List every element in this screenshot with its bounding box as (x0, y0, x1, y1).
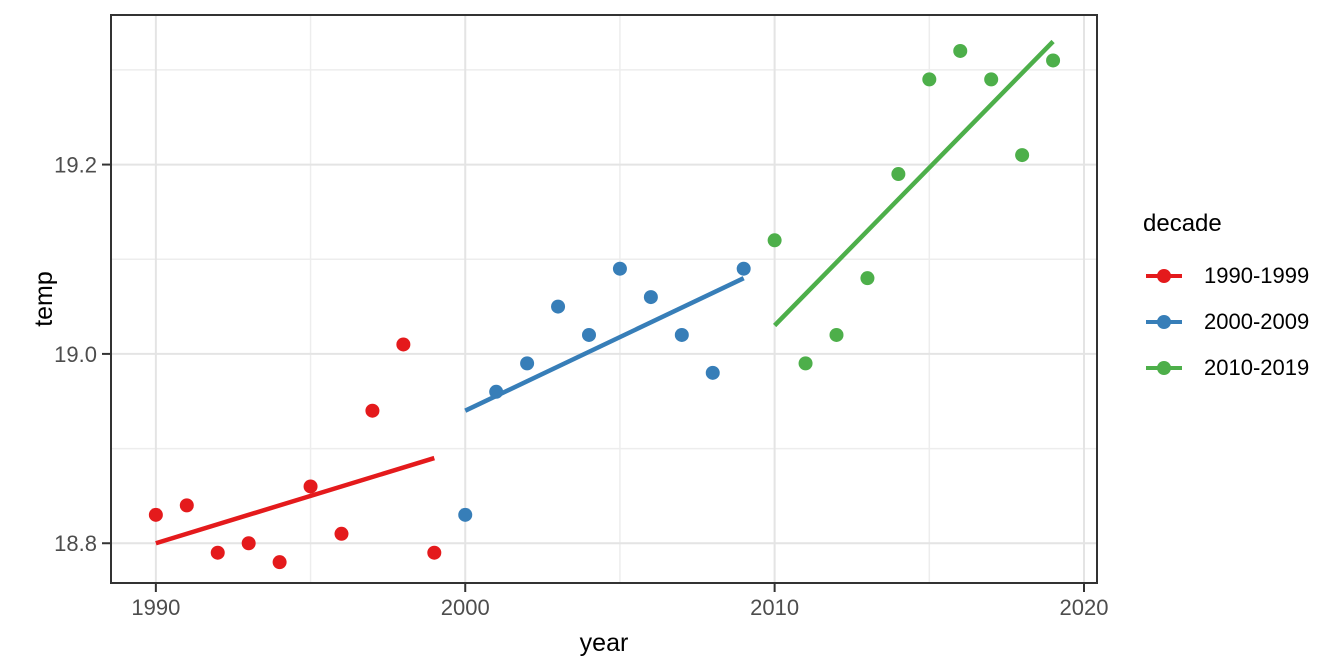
legend-item: 2010-2019 (1143, 345, 1309, 391)
data-point (860, 271, 875, 286)
data-point (736, 261, 751, 276)
legend-title: decade (1143, 210, 1222, 237)
data-point (798, 356, 813, 371)
data-point (767, 233, 782, 248)
legend-item: 2000-2009 (1143, 299, 1309, 345)
x-tick-label: 1990 (131, 595, 180, 620)
legend-key-dot (1157, 361, 1171, 375)
series-2000-2009 (458, 261, 751, 522)
plot-panel-border (110, 14, 1098, 584)
data-point (272, 555, 287, 570)
data-point (210, 545, 225, 560)
data-point (674, 327, 689, 342)
data-point (581, 327, 596, 342)
x-tick-label: 2000 (441, 595, 490, 620)
series-1990-1999 (148, 337, 442, 570)
data-point (179, 498, 194, 513)
y-tick-label: 19.2 (54, 153, 97, 178)
plot-panel (111, 15, 1097, 583)
legend-item-label: 2000-2009 (1204, 309, 1310, 334)
data-point (643, 290, 658, 305)
data-point (241, 536, 256, 551)
y-tick-label: 19.0 (54, 342, 97, 367)
data-point (1015, 148, 1030, 163)
data-point (148, 507, 163, 522)
legend-key-dot (1157, 315, 1171, 329)
legend-key-icon (1146, 315, 1182, 329)
x-tick-label: 2010 (750, 595, 799, 620)
legend-key-icon (1146, 361, 1182, 375)
data-point (427, 545, 442, 560)
legend-item: 1990-1999 (1143, 253, 1309, 299)
data-point (1046, 53, 1061, 68)
x-axis-title: year (580, 629, 629, 657)
trend-line (773, 39, 1055, 328)
data-point (303, 479, 318, 494)
data-point (891, 167, 906, 182)
data-point (829, 327, 844, 342)
data-point (396, 337, 411, 352)
legend-key-dot (1157, 269, 1171, 283)
data-point (922, 72, 937, 87)
data-point (705, 365, 720, 380)
data-point (520, 356, 535, 371)
trend-line (464, 276, 745, 413)
data-point (984, 72, 999, 87)
legend-item-label: 1990-1999 (1204, 263, 1310, 288)
x-tick-label: 2020 (1060, 595, 1109, 620)
trend-line (155, 455, 435, 546)
data-point (953, 43, 968, 58)
legend: decade 1990-1999 2000-2009 2010-2019 (1143, 212, 1309, 391)
data-point (334, 526, 349, 541)
data-point (551, 299, 566, 314)
y-tick-label: 18.8 (54, 531, 97, 556)
y-axis-title: temp (30, 271, 58, 327)
data-point (458, 507, 473, 522)
legend-items: 1990-1999 2000-2009 2010-2019 (1143, 253, 1309, 391)
data-point (365, 403, 380, 418)
legend-key-icon (1146, 269, 1182, 283)
legend-item-label: 2010-2019 (1204, 355, 1310, 380)
data-point (489, 384, 504, 399)
series-2010-2019 (767, 39, 1061, 371)
data-point (612, 261, 627, 276)
